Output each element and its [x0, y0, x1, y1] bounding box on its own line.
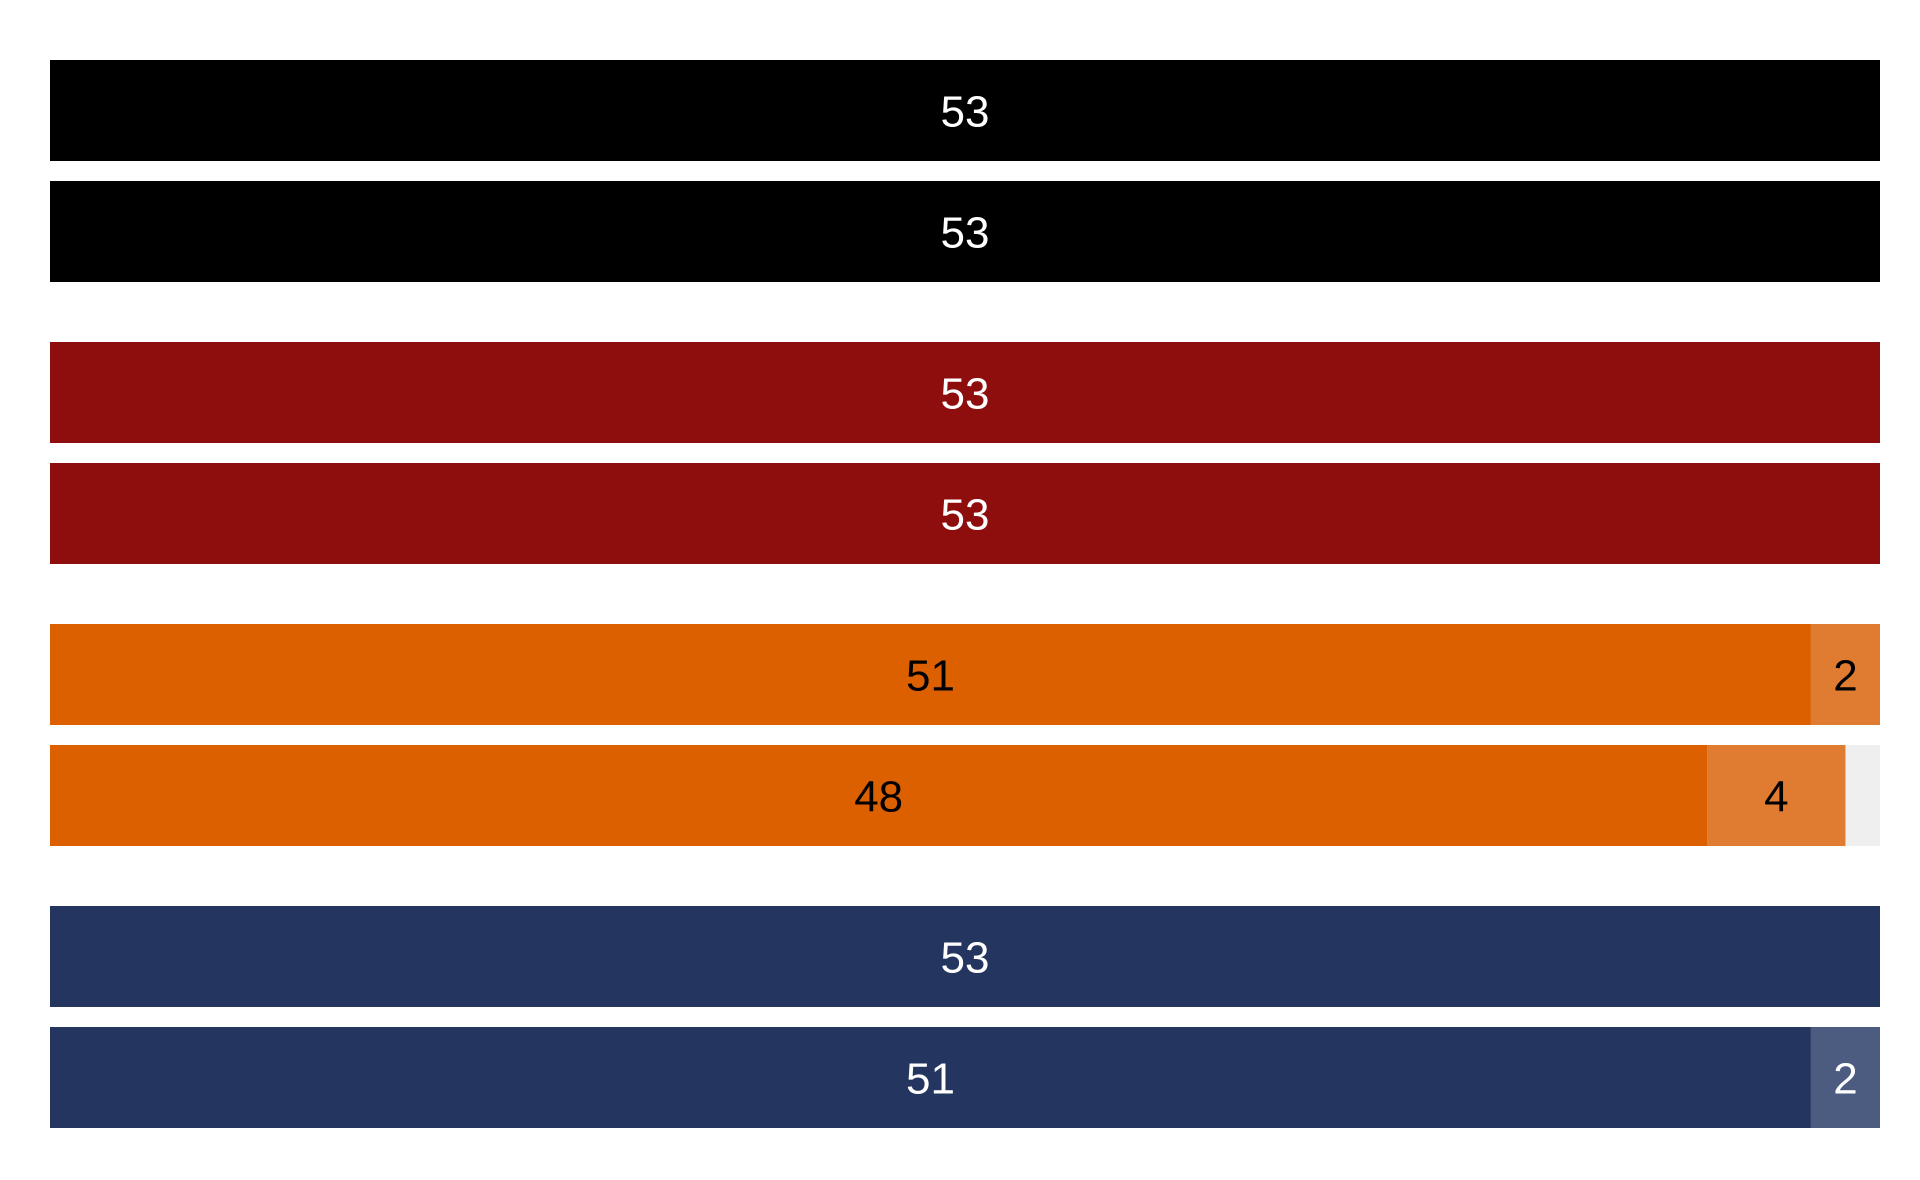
data-label: 51: [906, 652, 955, 701]
bar-row: 53: [50, 906, 1880, 1007]
bar-row: 53: [50, 463, 1880, 564]
bar-segment: [50, 342, 1880, 443]
bar-segment: [1810, 1027, 1880, 1128]
bar-segment: [50, 463, 1880, 564]
bar-segment: [50, 60, 1880, 161]
bar-row: 51 2: [50, 1027, 1880, 1128]
bar-row: 48 4: [50, 745, 1880, 846]
data-label: 2: [1833, 652, 1857, 701]
bar-segment: [1845, 745, 1880, 846]
data-label: 4: [1764, 773, 1788, 822]
bars-layer: 53 53 53 53 51 2 48 4 53 51 2: [50, 60, 1880, 1128]
bar-row: 53: [50, 60, 1880, 161]
bar-segment: [1810, 624, 1880, 725]
data-label: 48: [854, 773, 903, 822]
bar-segment: [1707, 745, 1846, 846]
data-label: 53: [941, 370, 990, 419]
data-label: 53: [941, 209, 990, 258]
data-label: 53: [941, 934, 990, 983]
bar-segment: [50, 624, 1811, 725]
data-label: 53: [941, 88, 990, 137]
bar-row: 53: [50, 342, 1880, 443]
bar-segment: [50, 181, 1880, 282]
bar-row: 53: [50, 181, 1880, 282]
data-label: 53: [941, 491, 990, 540]
bar-segment: [50, 906, 1880, 1007]
data-label: 2: [1833, 1055, 1857, 1104]
data-label: 51: [906, 1055, 955, 1104]
bar-row: 51 2: [50, 624, 1880, 725]
bar-segment: [50, 1027, 1811, 1128]
bar-segment: [50, 745, 1708, 846]
